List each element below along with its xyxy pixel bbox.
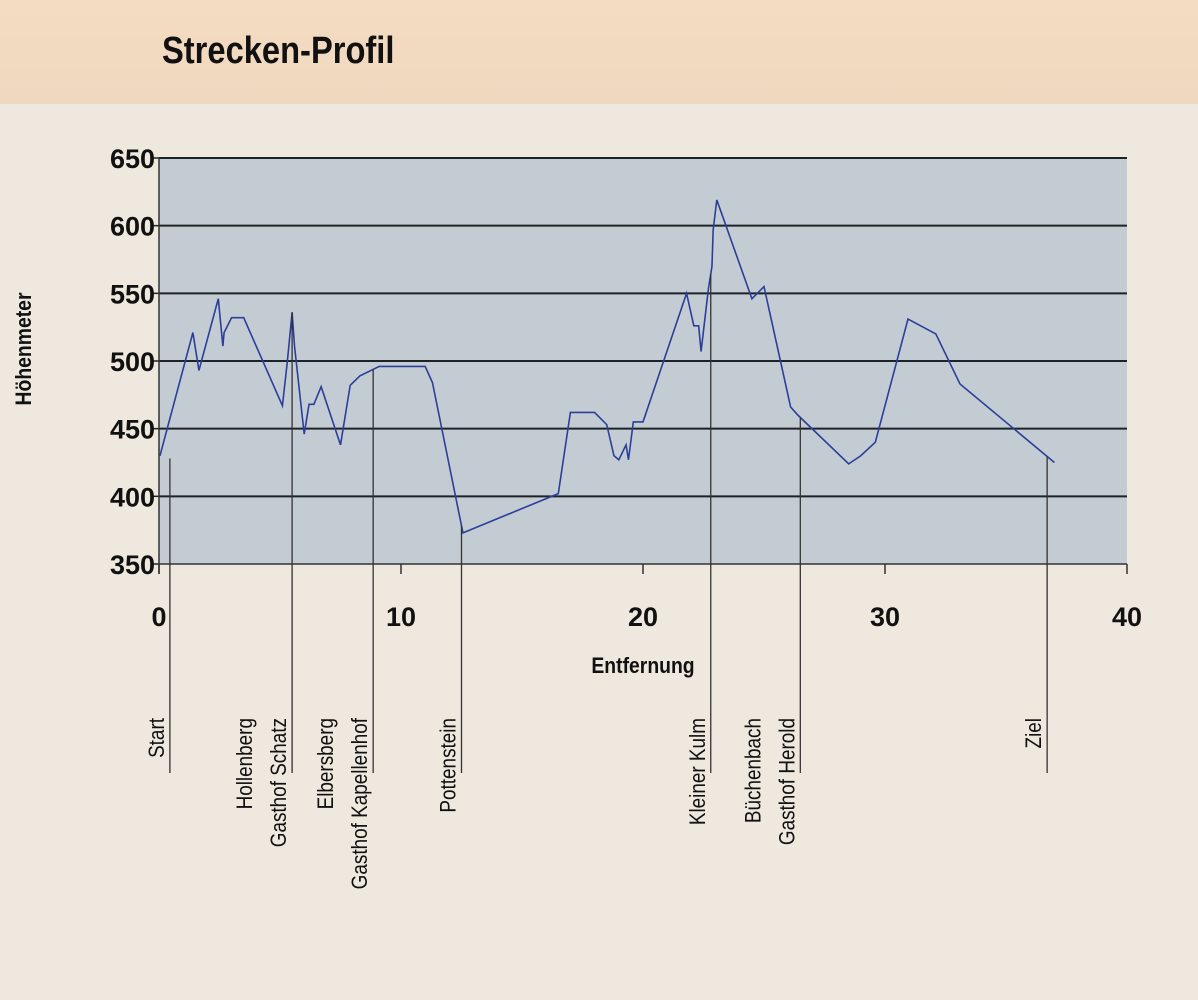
x-tick-label: 40: [1112, 602, 1142, 632]
y-axis-label: Höhenmeter: [12, 293, 36, 406]
y-tick-label: 500: [110, 347, 155, 377]
waypoint-label: Gasthof Schatz: [267, 718, 292, 847]
x-tick-label: 10: [386, 602, 416, 632]
waypoint-label: Pottenstein: [436, 718, 461, 813]
page-title: Strecken-Profil: [162, 30, 395, 72]
waypoint-label: Gasthof Kapellenhof: [348, 718, 373, 890]
y-tick-label: 400: [110, 482, 155, 512]
x-axis-label: Entfernung: [591, 654, 694, 678]
waypoint-label: Kleiner Kulm: [685, 718, 710, 825]
elevation-line: [159, 199, 1055, 534]
waypoint-label: Gasthof Herold: [775, 718, 800, 845]
waypoint-label: Start: [145, 718, 170, 758]
y-tick-label: 450: [110, 415, 155, 445]
waypoint-label: Büchenbach: [741, 718, 766, 823]
x-tick-label: 20: [628, 602, 658, 632]
waypoint-label: Ziel: [1022, 718, 1047, 748]
waypoint-label: Hollenberg: [233, 718, 258, 809]
title-bar: [0, 0, 1198, 104]
x-tick-label: 30: [870, 602, 900, 632]
y-tick-label: 550: [110, 279, 155, 309]
y-tick-label: 600: [110, 212, 155, 242]
x-tick-label: 0: [151, 602, 166, 632]
waypoint-label: Elbersberg: [314, 718, 339, 809]
y-tick-label: 350: [110, 550, 155, 580]
y-tick-label: 650: [110, 144, 155, 174]
